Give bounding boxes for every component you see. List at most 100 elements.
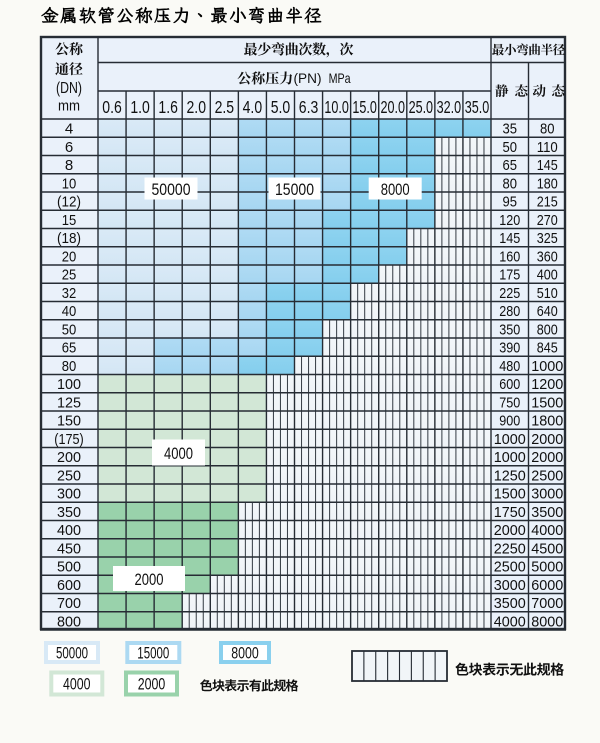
- svg-text:145: 145: [537, 157, 558, 174]
- svg-text:1.6: 1.6: [158, 97, 178, 117]
- svg-text:8: 8: [65, 157, 73, 174]
- svg-text:400: 400: [57, 522, 81, 539]
- svg-text:160: 160: [499, 248, 520, 265]
- svg-text:2000: 2000: [138, 676, 166, 694]
- svg-text:2500: 2500: [531, 467, 563, 484]
- svg-text:35.0: 35.0: [465, 97, 490, 117]
- svg-text:600: 600: [499, 376, 520, 393]
- svg-text:1750: 1750: [494, 504, 526, 521]
- svg-text:150: 150: [57, 413, 81, 430]
- svg-text:65: 65: [503, 157, 518, 174]
- svg-text:15.0: 15.0: [352, 97, 377, 117]
- svg-text:250: 250: [57, 467, 81, 484]
- svg-text:10: 10: [62, 175, 77, 192]
- svg-text:2000: 2000: [494, 522, 526, 539]
- svg-text:225: 225: [499, 285, 520, 302]
- svg-text:15: 15: [62, 212, 77, 229]
- svg-text:2.0: 2.0: [187, 97, 207, 117]
- svg-text:360: 360: [537, 248, 558, 265]
- svg-text:40: 40: [62, 303, 77, 320]
- svg-text:10.0: 10.0: [324, 97, 349, 117]
- svg-text:500: 500: [57, 559, 81, 576]
- svg-text:5.0: 5.0: [271, 97, 291, 117]
- svg-text:15000: 15000: [137, 645, 169, 663]
- svg-text:7000: 7000: [531, 595, 563, 612]
- svg-text:80: 80: [62, 358, 77, 375]
- svg-text:80: 80: [503, 175, 518, 192]
- svg-text:2000: 2000: [531, 431, 563, 448]
- svg-text:50000: 50000: [152, 180, 191, 199]
- svg-text:15000: 15000: [275, 180, 314, 199]
- svg-text:1000: 1000: [494, 431, 526, 448]
- svg-text:1200: 1200: [531, 376, 563, 393]
- svg-text:700: 700: [57, 595, 81, 612]
- svg-text:25: 25: [62, 267, 77, 284]
- svg-text:50000: 50000: [56, 645, 88, 663]
- svg-text:4000: 4000: [63, 676, 91, 694]
- svg-text:1.0: 1.0: [130, 97, 150, 117]
- svg-text:32: 32: [62, 285, 77, 302]
- svg-text:6.3: 6.3: [299, 97, 319, 117]
- svg-text:1500: 1500: [494, 486, 526, 503]
- svg-text:325: 325: [537, 230, 558, 247]
- svg-text:800: 800: [57, 613, 81, 630]
- svg-text:20.0: 20.0: [381, 97, 406, 117]
- svg-text:215: 215: [537, 194, 558, 211]
- svg-text:4000: 4000: [494, 613, 526, 630]
- svg-text:MPa: MPa: [329, 70, 351, 86]
- svg-text:350: 350: [499, 321, 520, 338]
- svg-text:350: 350: [57, 504, 81, 521]
- svg-text:95: 95: [503, 194, 518, 211]
- svg-text:35: 35: [503, 121, 518, 138]
- svg-text:4500: 4500: [531, 540, 563, 557]
- svg-text:450: 450: [57, 540, 81, 557]
- svg-text:3500: 3500: [494, 595, 526, 612]
- svg-text:2.5: 2.5: [215, 97, 235, 117]
- svg-text:6: 6: [65, 139, 73, 156]
- svg-text:2000: 2000: [135, 570, 164, 589]
- svg-text:(175): (175): [54, 431, 84, 448]
- svg-text:110: 110: [537, 139, 558, 156]
- svg-text:3000: 3000: [531, 486, 563, 503]
- svg-text:1250: 1250: [494, 467, 526, 484]
- svg-text:8000: 8000: [231, 645, 259, 663]
- svg-text:0.6: 0.6: [102, 97, 122, 117]
- svg-text:845: 845: [537, 340, 558, 357]
- svg-text:20: 20: [62, 248, 77, 265]
- svg-text:1000: 1000: [494, 449, 526, 466]
- svg-text:280: 280: [499, 303, 520, 320]
- svg-text:145: 145: [499, 230, 520, 247]
- svg-text:5000: 5000: [531, 559, 563, 576]
- svg-text:(DN): (DN): [56, 80, 82, 97]
- svg-text:(12): (12): [57, 194, 81, 211]
- svg-text:175: 175: [499, 267, 520, 284]
- svg-text:600: 600: [57, 577, 81, 594]
- svg-text:2000: 2000: [531, 449, 563, 466]
- svg-text:390: 390: [499, 340, 520, 357]
- svg-text:270: 270: [537, 212, 558, 229]
- svg-text:480: 480: [499, 358, 520, 375]
- svg-text:6000: 6000: [531, 577, 563, 594]
- svg-text:120: 120: [499, 212, 520, 229]
- svg-text:4000: 4000: [531, 522, 563, 539]
- svg-text:(18): (18): [57, 230, 81, 247]
- svg-text:125: 125: [57, 394, 81, 411]
- svg-text:300: 300: [57, 486, 81, 503]
- svg-text:(PN): (PN): [294, 70, 322, 86]
- svg-text:3500: 3500: [531, 504, 563, 521]
- svg-text:400: 400: [537, 267, 558, 284]
- svg-text:1000: 1000: [531, 358, 563, 375]
- svg-text:mm: mm: [58, 98, 80, 115]
- svg-text:8000: 8000: [531, 613, 563, 630]
- svg-text:900: 900: [499, 413, 520, 430]
- svg-text:4.0: 4.0: [243, 97, 263, 117]
- svg-text:200: 200: [57, 449, 81, 466]
- svg-text:1800: 1800: [531, 413, 563, 430]
- svg-text:65: 65: [62, 340, 77, 357]
- svg-text:80: 80: [540, 121, 555, 138]
- svg-text:25.0: 25.0: [409, 97, 434, 117]
- svg-text:50: 50: [503, 139, 518, 156]
- svg-text:2500: 2500: [494, 559, 526, 576]
- svg-text:8000: 8000: [381, 180, 410, 199]
- svg-text:510: 510: [537, 285, 558, 302]
